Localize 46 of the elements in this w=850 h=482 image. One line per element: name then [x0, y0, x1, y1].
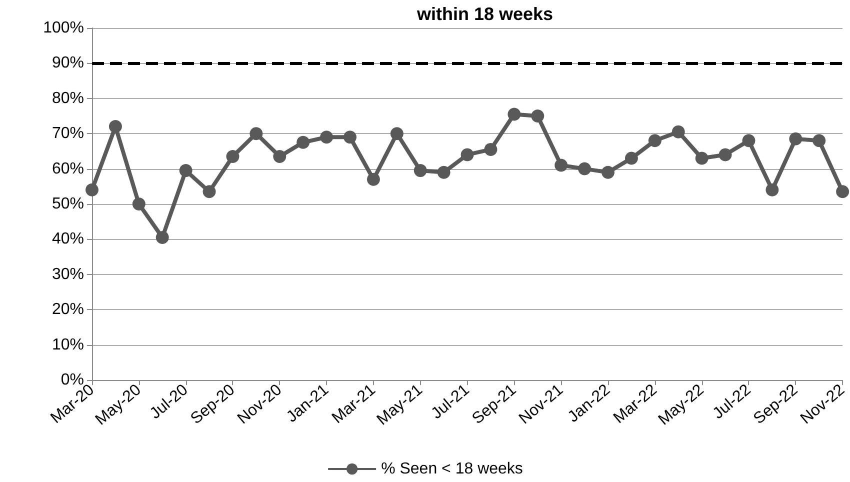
point	[484, 142, 498, 156]
y-tick-label: 100%	[43, 20, 84, 36]
point	[344, 130, 357, 144]
legend-label: % Seen < 18 weeks	[381, 460, 523, 478]
y-tick-label: 0%	[60, 372, 84, 388]
point	[156, 230, 169, 244]
y-tick-label: 80%	[52, 90, 84, 107]
point	[648, 134, 662, 148]
point	[578, 162, 592, 176]
y-tick-label: 40%	[52, 230, 84, 248]
point	[86, 183, 98, 196]
point	[624, 152, 638, 165]
y-tick-label: 70%	[52, 125, 84, 142]
point	[366, 172, 380, 186]
point	[132, 198, 146, 210]
y-tick-label: 60%	[52, 160, 84, 178]
point	[554, 158, 568, 172]
point	[718, 148, 732, 162]
point	[460, 148, 474, 162]
point	[414, 164, 427, 178]
point	[437, 166, 450, 179]
point	[836, 185, 850, 198]
point	[250, 127, 263, 140]
y-tick-label: 10%	[52, 336, 84, 354]
y-tick-label: 30%	[52, 266, 84, 283]
y-tick-label: 90%	[52, 54, 84, 72]
point	[766, 183, 779, 196]
point	[742, 134, 756, 148]
point	[531, 110, 544, 122]
chart-title: within 18 weeks	[416, 4, 554, 24]
point	[695, 152, 708, 165]
point	[273, 150, 286, 163]
point	[320, 130, 334, 144]
point	[202, 185, 216, 198]
point	[108, 120, 122, 134]
point	[296, 136, 310, 149]
point	[789, 132, 802, 146]
y-tick-label: 50%	[52, 196, 84, 212]
y-tick-label: 20%	[52, 301, 84, 318]
point	[602, 166, 615, 179]
point	[179, 164, 192, 178]
point	[226, 150, 240, 163]
point	[508, 108, 521, 121]
point	[812, 134, 826, 148]
point	[672, 125, 685, 138]
point	[390, 127, 404, 140]
